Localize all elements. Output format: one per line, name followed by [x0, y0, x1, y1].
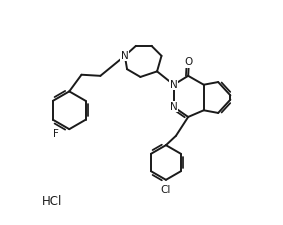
Text: HCl: HCl [42, 195, 62, 208]
Text: F: F [53, 129, 59, 139]
Text: N: N [170, 102, 178, 112]
Text: N: N [170, 80, 178, 90]
Text: N: N [121, 51, 129, 61]
Text: O: O [185, 57, 193, 67]
Text: Cl: Cl [161, 185, 171, 195]
